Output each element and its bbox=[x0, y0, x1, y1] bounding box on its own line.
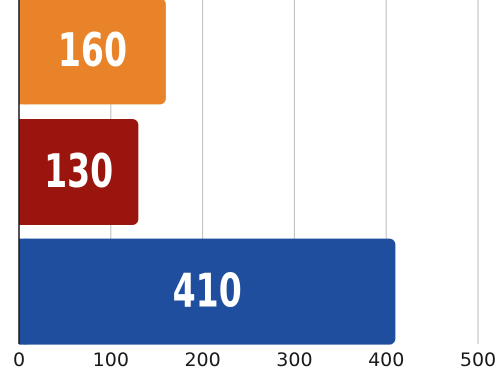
bar-value-label: 410 bbox=[173, 265, 242, 318]
bar bbox=[19, 0, 166, 105]
x-tick-label: 400 bbox=[368, 349, 404, 371]
bar bbox=[19, 119, 139, 225]
bar-edge bbox=[19, 238, 27, 345]
x-tick-label: 0 bbox=[13, 349, 25, 371]
bar-edge bbox=[19, 119, 27, 225]
x-tick-label: 100 bbox=[93, 349, 129, 371]
bars: 160 130 410 bbox=[19, 0, 396, 345]
x-tick-label: 500 bbox=[460, 349, 496, 371]
x-axis-ticks: 0 100 200 300 400 500 bbox=[13, 349, 496, 371]
x-tick-label: 200 bbox=[184, 349, 220, 371]
bar-value-label: 160 bbox=[58, 25, 127, 78]
bar-value-label: 130 bbox=[44, 146, 113, 199]
x-tick-label: 300 bbox=[276, 349, 312, 371]
bar bbox=[19, 238, 396, 345]
bar-edge bbox=[19, 0, 27, 105]
